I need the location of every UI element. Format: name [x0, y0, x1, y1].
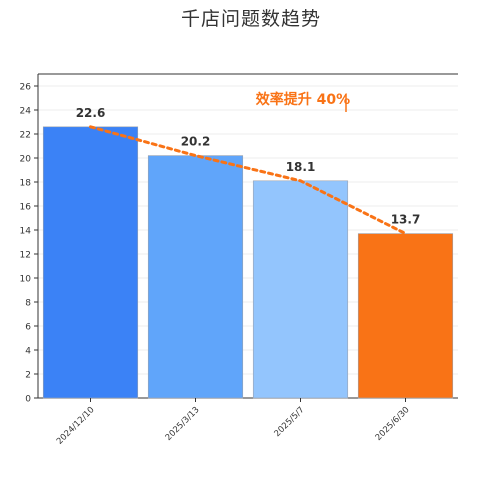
y-tick-label: 20 [20, 155, 32, 165]
x-tick-label: 2025/5/7 [273, 405, 307, 439]
bar [147, 155, 244, 399]
chart-title: 千店问题数趋势 [180, 8, 321, 30]
y-tick-label: 8 [25, 299, 31, 309]
y-tick-label: 10 [20, 275, 32, 285]
bar [357, 233, 454, 399]
bar [252, 180, 349, 399]
y-tick-label: 18 [20, 179, 32, 189]
trend-line [89, 125, 407, 236]
y-tick-label: 16 [20, 203, 32, 213]
y-tick-label: 2 [25, 371, 31, 381]
y-tick-label: 0 [25, 395, 31, 405]
data-label: 22.6 [76, 106, 106, 120]
y-tick-label: 6 [25, 323, 31, 333]
y-tick-label: 4 [25, 347, 31, 357]
y-tick-label: 12 [20, 251, 31, 261]
y-tick-label: 24 [20, 107, 32, 117]
data-label: 13.7 [391, 213, 421, 227]
data-label: 18.1 [286, 160, 316, 174]
y-tick-label: 14 [20, 227, 32, 237]
x-tick-label: 2025/6/30 [374, 405, 412, 443]
y-tick-label: 22 [20, 131, 31, 141]
y-tick-label: 26 [20, 83, 32, 93]
x-tick-label: 2025/3/13 [164, 405, 202, 443]
bar [42, 126, 139, 399]
data-label: 20.2 [181, 135, 211, 149]
annotation-text: 效率提升 40% [256, 91, 350, 108]
x-tick-label: 2024/12/10 [55, 405, 97, 447]
